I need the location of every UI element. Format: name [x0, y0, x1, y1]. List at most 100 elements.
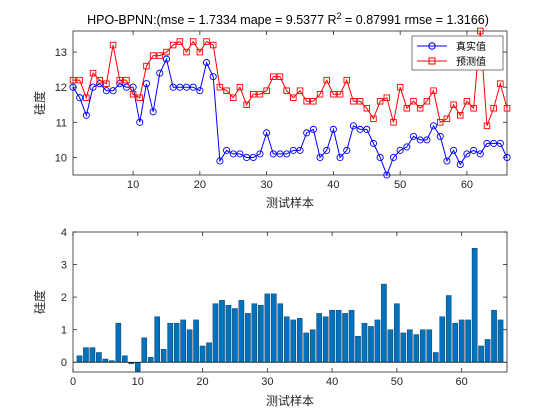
x-tick-label-top: 60 [461, 179, 473, 191]
data-point-actual [202, 59, 211, 67]
data-point-actual [483, 139, 491, 147]
data-point-predicted [250, 90, 257, 98]
data-point-actual [156, 69, 164, 77]
data-point-predicted [83, 94, 90, 101]
data-point-predicted [256, 90, 264, 98]
bar [413, 334, 420, 363]
data-point-actual [269, 150, 277, 158]
x-tick-label-top: 40 [327, 179, 339, 191]
data-point-actual [336, 153, 344, 161]
bar [193, 319, 199, 363]
data-point-actual [256, 150, 264, 158]
data-point-predicted [223, 87, 230, 94]
bar [141, 337, 148, 363]
bar [420, 329, 426, 363]
data-point-actual [69, 83, 77, 91]
bar [381, 283, 387, 363]
data-point-predicted [176, 38, 184, 45]
data-point-predicted [290, 94, 297, 101]
data-point-actual [436, 132, 444, 140]
data-point-predicted [350, 97, 357, 105]
bar [122, 355, 128, 363]
data-point-actual [329, 125, 337, 133]
data-point-actual [276, 150, 284, 158]
series-line-predicted [73, 30, 508, 127]
x-tick-label-top: 10 [127, 179, 139, 191]
bar [432, 352, 439, 363]
bar [296, 318, 303, 363]
data-point-predicted [363, 105, 371, 112]
bar [329, 309, 335, 363]
data-point-actual [296, 146, 304, 154]
bar [374, 319, 381, 363]
data-point-predicted [109, 41, 117, 49]
x-tick-label-top: 30 [261, 179, 273, 191]
bar [173, 322, 180, 363]
data-point-actual [89, 83, 97, 91]
data-point-predicted [229, 94, 237, 101]
x-tick-label-bottom: 0 [70, 376, 76, 388]
legend-label-predicted: 预测值 [456, 55, 486, 68]
x-tick-label-bottom: 10 [132, 376, 144, 388]
data-point-predicted [416, 105, 424, 112]
bar [387, 329, 394, 363]
y-tick-label-bottom: 2 [61, 292, 67, 304]
bar [471, 248, 478, 363]
data-point-predicted [403, 105, 411, 112]
bar [264, 293, 271, 363]
data-point-actual [409, 132, 418, 140]
data-point-actual [423, 136, 431, 144]
data-point-actual [443, 157, 451, 165]
data-point-actual [463, 150, 471, 158]
bar [251, 303, 258, 363]
legend-label-actual: 真实值 [456, 40, 486, 53]
data-point-predicted [330, 90, 337, 98]
data-point-predicted [457, 112, 464, 119]
data-point-predicted [410, 97, 417, 105]
bar [458, 319, 465, 363]
y-tick-label-top: 13 [55, 47, 67, 59]
data-point-predicted [383, 94, 391, 101]
data-point-predicted [316, 90, 324, 98]
bar [225, 305, 232, 363]
legend: 真实值 预测值 [411, 35, 504, 71]
data-point-predicted [483, 122, 491, 130]
bar [83, 347, 89, 363]
data-point-actual [349, 122, 357, 130]
data-point-predicted [390, 119, 397, 126]
bar [283, 316, 290, 363]
data-point-actual [216, 157, 224, 165]
data-point-predicted [356, 97, 364, 105]
bar [426, 329, 433, 363]
data-point-predicted [450, 101, 457, 109]
data-point-predicted [470, 105, 477, 112]
bar [219, 300, 225, 363]
bar [316, 313, 322, 363]
data-point-predicted [477, 27, 484, 35]
data-point-actual [283, 150, 291, 158]
bar [355, 335, 361, 363]
bar [147, 357, 154, 363]
bar [361, 322, 368, 363]
data-point-predicted [163, 48, 170, 56]
data-point-predicted [169, 41, 177, 49]
data-point-predicted [196, 48, 204, 56]
data-point-actual [149, 108, 157, 116]
bar [76, 355, 83, 363]
bar [342, 313, 348, 363]
data-point-actual [490, 139, 498, 147]
data-point-actual [176, 83, 184, 91]
data-point-predicted [189, 38, 197, 45]
data-point-predicted [209, 41, 217, 49]
bar [186, 329, 193, 363]
data-point-predicted [430, 87, 437, 94]
data-point-actual [102, 87, 110, 95]
bar [167, 322, 173, 363]
data-point-actual [376, 153, 384, 161]
legend-marker-actual [428, 42, 436, 50]
bar [407, 329, 413, 363]
data-point-predicted [156, 52, 164, 59]
bar [245, 313, 251, 363]
bar [96, 352, 102, 363]
y-tick-label-top: 12 [55, 82, 67, 94]
